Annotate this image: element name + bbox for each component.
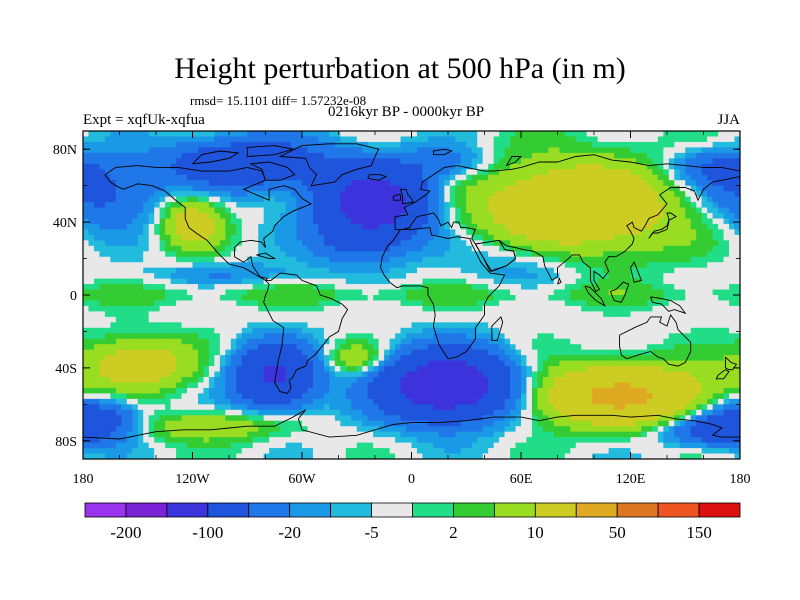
colorbar-swatch — [657, 502, 700, 518]
coastline-segment — [619, 314, 692, 367]
coastline-segment — [392, 194, 402, 201]
season-label: JJA — [717, 112, 740, 128]
coastline-segment — [432, 148, 453, 156]
coastline-segment — [263, 272, 349, 394]
y-tick-label: 40N — [53, 216, 77, 231]
colorbar-tick-label: 2 — [449, 523, 458, 542]
colorbar-swatch — [289, 502, 332, 518]
colorbar-swatch — [616, 502, 659, 518]
colorbar-swatch — [534, 502, 577, 518]
coastline-segment — [475, 239, 517, 272]
x-tick-label: 60E — [510, 472, 533, 487]
x-tick-label: 0 — [408, 472, 415, 487]
colorbar-swatch — [371, 502, 413, 518]
colorbar-swatch — [575, 502, 618, 518]
coastline-segment — [491, 316, 504, 342]
y-tick-label: 80N — [53, 143, 77, 158]
coastline-segment — [278, 143, 380, 187]
colorbar-tick-label: -100 — [192, 523, 223, 542]
coastline-segment — [506, 156, 523, 167]
colorbar-tick-label: 50 — [609, 523, 626, 542]
colorbar: -200 -100 -20 -5 2 10 50 150 — [84, 502, 741, 542]
colorbar-swatch — [493, 502, 536, 518]
colorbar-tick-label: 10 — [527, 523, 544, 542]
coastline-segment — [557, 277, 562, 285]
coastline-segment — [724, 356, 738, 371]
colorbar-swatch — [207, 502, 250, 518]
rmsd-stats-label: rmsd= 15.1101 diff= 1.57232e-08 — [190, 93, 367, 108]
coastline-segment — [249, 161, 296, 181]
coastline-segment — [648, 212, 677, 239]
colorbar-swatch — [166, 502, 209, 518]
colorbar-tick-label: -5 — [365, 523, 379, 542]
coastline-segment — [367, 174, 388, 181]
y-tick-label: 0 — [70, 289, 77, 304]
coastline-segment — [394, 154, 740, 293]
colorbar-swatch — [453, 502, 495, 518]
y-tick-label: 40S — [55, 362, 77, 377]
coastline-segment — [192, 150, 240, 165]
coastline-segment — [256, 252, 277, 260]
x-tick-label: 120E — [616, 472, 646, 487]
coastline-segment — [399, 188, 414, 205]
x-tick-label: 180 — [730, 472, 751, 487]
map-axes: 180 120W 60W 0 60E 120E 180 80N 40N 0 40S 80S — [53, 131, 751, 487]
colorbar-tick-label: -20 — [278, 523, 301, 542]
anomaly-field — [83, 131, 740, 459]
colorbar-swatch — [84, 502, 127, 518]
chart-title: Height perturbation at 500 hPa (in m) — [174, 52, 626, 85]
colorbar-swatch — [698, 502, 741, 518]
coastline-segment — [715, 369, 730, 380]
colorbar-tick-label: -200 — [110, 523, 141, 542]
coastline-segment — [246, 145, 294, 157]
coastline-segment — [630, 261, 643, 283]
colorbar-swatch — [330, 502, 372, 518]
colorbar-swatch — [248, 502, 291, 518]
coastlines — [83, 143, 740, 440]
colorbar-swatch — [412, 502, 454, 518]
coastline-segment — [584, 285, 606, 308]
experiment-label: Expt = xqfUk-xqfua — [83, 112, 205, 128]
colorbar-swatch — [125, 502, 168, 518]
colorbar-tick-label: 150 — [686, 523, 712, 542]
coastline-segment — [650, 296, 687, 315]
coastline-segment — [380, 227, 506, 360]
coastline-segment — [609, 281, 630, 303]
x-tick-label: 180 — [73, 472, 94, 487]
y-tick-label: 80S — [55, 435, 77, 450]
x-tick-label: 60W — [288, 472, 316, 487]
coastline-segment — [83, 409, 740, 440]
period-label: 0216kyr BP - 0000kyr BP — [327, 104, 485, 120]
x-tick-label: 120W — [175, 472, 210, 487]
